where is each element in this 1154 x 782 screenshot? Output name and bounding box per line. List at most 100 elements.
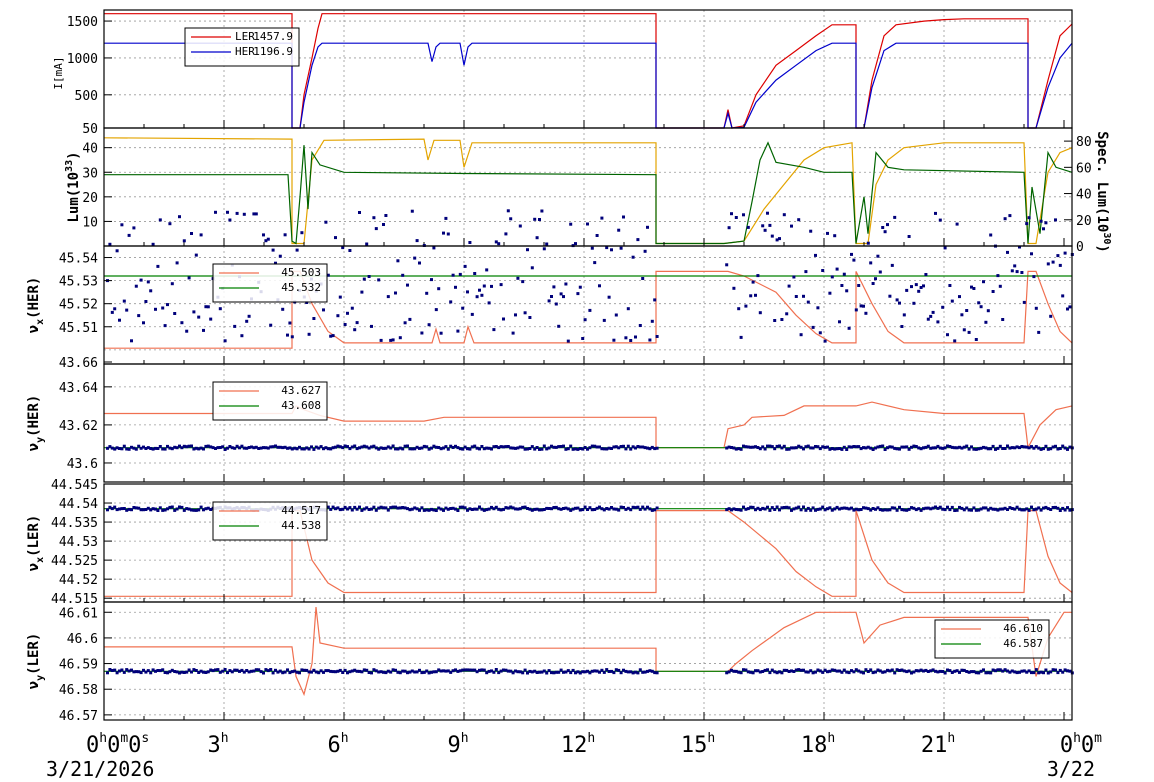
tune-dot: [370, 671, 373, 675]
tune-dot: [144, 300, 148, 303]
series-spec-lum: [104, 141, 1073, 245]
tune-dot: [389, 506, 393, 510]
tune-dot: [598, 505, 601, 509]
tune-dot: [422, 508, 426, 512]
tune-dot: [182, 508, 186, 512]
tune-dot: [905, 670, 909, 674]
tune-dot: [619, 671, 623, 675]
tune-dot: [905, 288, 909, 292]
tune-dot: [770, 668, 774, 672]
tune-dot: [773, 319, 777, 322]
tune-dot: [1025, 222, 1029, 226]
tune-dot: [948, 445, 952, 448]
tune-dot: [936, 670, 940, 674]
tune-dot: [420, 506, 424, 510]
tune-dot: [994, 507, 997, 511]
tune-dot: [763, 668, 767, 672]
tune-dot: [991, 444, 995, 448]
tune-dot: [120, 447, 124, 451]
tune-dot: [1003, 447, 1007, 450]
tune-dot: [970, 285, 973, 289]
tune-dot: [938, 669, 942, 673]
tune-dot: [893, 446, 897, 450]
tune-dot: [732, 446, 736, 450]
tune-dot: [624, 447, 628, 451]
tune-dot: [725, 671, 729, 675]
legend-value: 46.587: [1003, 637, 1043, 650]
tune-dot: [835, 669, 839, 673]
tune-dot: [228, 218, 232, 222]
tune-dot: [1058, 447, 1062, 450]
x-axis: 0h0m0s 3h 6h 9h 12h 15h 18h 21h 0h0m: [86, 731, 1102, 758]
tune-dot: [418, 446, 421, 450]
tune-dot: [938, 446, 942, 450]
tune-dot: [912, 506, 916, 510]
tune-dot: [430, 278, 433, 282]
tune-dot: [924, 273, 928, 276]
tune-dot: [648, 447, 652, 451]
tune-dot: [1034, 445, 1038, 449]
tune-dot: [454, 285, 457, 289]
tune-dot: [187, 444, 191, 448]
tune-dot: [427, 671, 431, 675]
tune-dot: [245, 319, 249, 323]
tune-dot: [511, 671, 515, 675]
tune-dot: [384, 446, 388, 450]
tune-dot: [276, 445, 280, 449]
tune-dot: [209, 508, 213, 511]
x-tick-value: 9: [447, 733, 460, 758]
y-tick-label: 43.64: [59, 381, 98, 396]
tune-dot: [583, 446, 587, 449]
tune-dot: [893, 506, 897, 510]
tune-dot: [1037, 506, 1041, 510]
tune-dot: [190, 508, 193, 512]
tune-dot: [638, 445, 642, 449]
tune-dot: [168, 670, 172, 674]
tune-dot: [737, 447, 741, 451]
tune-dot: [631, 445, 635, 449]
tune-dot: [780, 506, 784, 510]
tune-dot: [204, 305, 208, 309]
tune-dot: [576, 670, 580, 674]
y-axis-label: νy(LER): [26, 633, 46, 690]
tune-dot: [530, 266, 534, 270]
tune-dot: [1058, 668, 1062, 672]
tune-dot: [636, 445, 640, 448]
tune-dot: [614, 445, 618, 449]
tune-dot: [240, 668, 244, 672]
tune-dot: [907, 507, 911, 511]
tune-dot: [833, 668, 837, 672]
tune-dot: [941, 305, 945, 309]
tune-dot: [744, 445, 748, 449]
tune-dot: [170, 668, 174, 672]
x-tick-value: 21: [921, 733, 948, 758]
tune-dot: [617, 228, 621, 232]
tune-dot: [120, 507, 124, 511]
tune-dot: [497, 446, 501, 450]
tune-dot: [185, 329, 189, 333]
tune-dot: [576, 506, 580, 510]
tune-dot: [538, 447, 541, 451]
tune-dot: [854, 445, 858, 449]
tune-dot: [235, 668, 239, 672]
tune-dot: [871, 671, 875, 675]
tune-dot: [192, 447, 196, 451]
tune-dot: [571, 447, 575, 451]
tune-dot: [902, 445, 906, 449]
tune-dot: [475, 295, 479, 299]
tune-dot: [910, 671, 913, 675]
tune-dot: [130, 445, 133, 449]
tune-dot: [845, 448, 849, 451]
tune-dot: [739, 508, 743, 512]
tune-dot: [226, 446, 229, 450]
tune-dot: [362, 277, 366, 281]
tune-dot: [163, 671, 167, 674]
tune-dot: [509, 505, 513, 509]
tune-dot: [238, 446, 241, 450]
tune-dot: [866, 445, 870, 449]
tune-dot: [895, 298, 899, 302]
tune-dot: [922, 507, 925, 511]
tune-dot: [506, 669, 510, 673]
tune-dot: [374, 227, 378, 231]
tune-dot: [353, 505, 357, 509]
